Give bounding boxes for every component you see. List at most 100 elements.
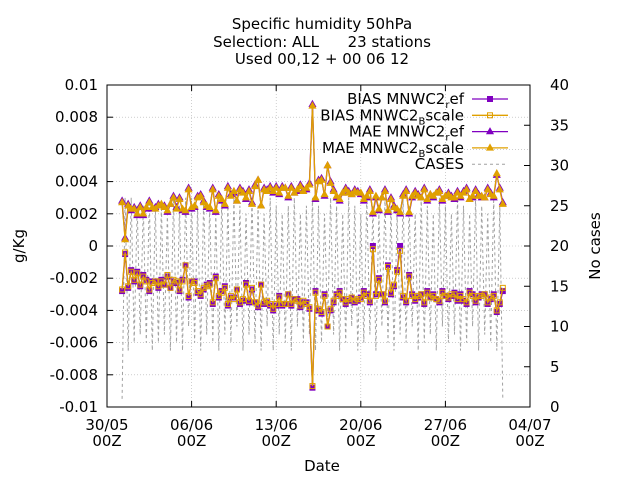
data-point bbox=[266, 183, 275, 191]
data-point bbox=[272, 183, 281, 191]
legend-label-subscript: B bbox=[418, 149, 425, 160]
data-point bbox=[462, 185, 471, 193]
data-point bbox=[152, 278, 159, 285]
data-point bbox=[281, 183, 290, 191]
data-point bbox=[394, 268, 401, 275]
data-point bbox=[176, 286, 183, 293]
data-point bbox=[261, 299, 268, 306]
data-point bbox=[460, 296, 467, 303]
data-point bbox=[134, 270, 141, 277]
data-point bbox=[320, 189, 329, 198]
data-point bbox=[348, 294, 355, 301]
x-tick-label-date: 06/06 bbox=[170, 416, 213, 434]
data-point bbox=[128, 268, 135, 275]
y-tick-label: 0.002 bbox=[55, 205, 98, 223]
grid-lines bbox=[107, 85, 530, 407]
data-point bbox=[388, 289, 395, 296]
legend-swatch-marker bbox=[487, 96, 493, 102]
cases-line bbox=[121, 197, 504, 399]
data-point bbox=[448, 291, 455, 298]
data-point bbox=[249, 284, 256, 291]
data-point bbox=[397, 243, 404, 249]
data-point bbox=[139, 209, 148, 217]
data-point bbox=[317, 175, 326, 183]
data-point bbox=[336, 289, 343, 296]
data-point bbox=[420, 185, 429, 193]
data-point bbox=[161, 281, 168, 288]
chart-title-line-3: Used 00,12 + 00 06 12 bbox=[235, 50, 409, 68]
data-point bbox=[312, 289, 319, 296]
data-point bbox=[326, 178, 335, 186]
data-point bbox=[238, 188, 248, 196]
data-point bbox=[415, 292, 422, 299]
data-point bbox=[221, 284, 228, 291]
data-point bbox=[377, 193, 387, 201]
legend-swatch-marker bbox=[485, 143, 495, 151]
data-point bbox=[209, 299, 216, 306]
data-point bbox=[493, 307, 500, 314]
data-point bbox=[143, 278, 150, 285]
data-point bbox=[345, 296, 352, 303]
data-point bbox=[489, 191, 498, 199]
data-point bbox=[466, 289, 473, 296]
data-point bbox=[342, 299, 349, 306]
y-tick-label: 0.004 bbox=[55, 173, 98, 191]
data-point bbox=[475, 292, 482, 299]
data-point bbox=[457, 292, 464, 299]
data-point bbox=[478, 292, 485, 299]
data-point bbox=[397, 247, 404, 254]
x-tick-label-hour: 00Z bbox=[431, 432, 460, 450]
legend-label: CASES bbox=[415, 155, 464, 173]
data-point bbox=[170, 276, 177, 283]
data-point bbox=[360, 289, 367, 296]
data-point bbox=[232, 196, 241, 204]
data-point bbox=[130, 204, 139, 212]
data-point bbox=[366, 297, 373, 304]
data-point bbox=[306, 304, 313, 311]
y2-tick-label: 0 bbox=[550, 398, 560, 416]
data-point bbox=[444, 189, 453, 198]
legend-swatch-marker bbox=[487, 112, 493, 119]
data-point bbox=[427, 294, 434, 301]
data-point bbox=[374, 204, 383, 212]
data-point bbox=[487, 294, 494, 301]
data-point bbox=[499, 284, 506, 291]
legend-label: MAE MNWC2Bscale bbox=[322, 139, 464, 160]
series-line bbox=[121, 249, 504, 387]
data-point bbox=[169, 193, 178, 201]
data-point bbox=[291, 296, 298, 303]
data-point bbox=[433, 296, 440, 303]
data-point bbox=[212, 275, 219, 282]
data-point bbox=[188, 278, 195, 285]
data-point bbox=[363, 292, 370, 299]
data-point bbox=[391, 281, 398, 288]
y-tick-label: -0.006 bbox=[50, 334, 98, 352]
data-point bbox=[136, 202, 145, 211]
data-point bbox=[122, 249, 129, 256]
data-point bbox=[211, 206, 220, 214]
data-point bbox=[315, 305, 322, 312]
data-point bbox=[296, 181, 305, 190]
data-point bbox=[384, 263, 391, 270]
data-point bbox=[250, 181, 260, 190]
data-point bbox=[208, 185, 217, 193]
legend-label-suffix: ef bbox=[449, 90, 464, 108]
data-point bbox=[333, 292, 340, 299]
data-point bbox=[157, 199, 166, 207]
data-point bbox=[203, 283, 210, 290]
data-point bbox=[471, 186, 480, 194]
data-point bbox=[381, 297, 388, 304]
data-point bbox=[282, 300, 289, 307]
data-point bbox=[335, 194, 344, 203]
data-point bbox=[375, 276, 382, 283]
data-point bbox=[125, 283, 132, 290]
data-point bbox=[229, 186, 238, 194]
data-point bbox=[430, 292, 437, 299]
legend-label-suffix: ef bbox=[449, 123, 464, 141]
data-point bbox=[495, 185, 504, 193]
data-point bbox=[496, 299, 503, 306]
data-point bbox=[436, 297, 443, 304]
data-point bbox=[288, 300, 295, 307]
x-tick-label-hour: 00Z bbox=[262, 432, 291, 450]
